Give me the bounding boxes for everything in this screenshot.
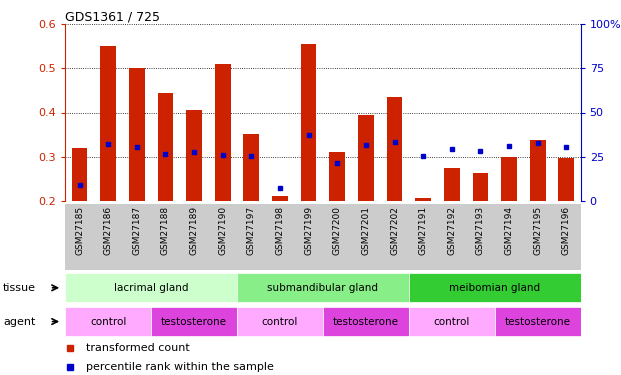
Text: testosterone: testosterone — [333, 316, 399, 327]
Text: GDS1361 / 725: GDS1361 / 725 — [65, 10, 160, 23]
Text: agent: agent — [3, 316, 35, 327]
Bar — [65, 273, 237, 302]
Bar — [387, 97, 402, 201]
Text: GSM27196: GSM27196 — [562, 206, 571, 255]
Bar — [215, 64, 230, 201]
Bar — [272, 196, 288, 201]
Text: lacrimal gland: lacrimal gland — [114, 283, 188, 293]
Bar — [151, 307, 237, 336]
Bar — [501, 157, 517, 201]
Bar — [323, 307, 409, 336]
Bar — [329, 152, 345, 201]
Bar — [65, 307, 151, 336]
Bar — [409, 273, 581, 302]
Text: GSM27198: GSM27198 — [276, 206, 284, 255]
Bar — [415, 198, 431, 201]
Bar — [65, 204, 581, 270]
Text: GSM27195: GSM27195 — [533, 206, 542, 255]
Text: tissue: tissue — [3, 283, 36, 293]
Bar — [71, 148, 88, 201]
Text: GSM27202: GSM27202 — [390, 206, 399, 255]
Text: control: control — [433, 316, 470, 327]
Bar — [237, 307, 323, 336]
Bar — [100, 46, 116, 201]
Text: control: control — [90, 316, 126, 327]
Bar — [530, 140, 546, 201]
Text: control: control — [262, 316, 298, 327]
Bar — [444, 168, 460, 201]
Text: GSM27199: GSM27199 — [304, 206, 313, 255]
Text: GSM27193: GSM27193 — [476, 206, 485, 255]
Bar — [129, 68, 145, 201]
Text: GSM27200: GSM27200 — [333, 206, 342, 255]
Text: GSM27189: GSM27189 — [189, 206, 199, 255]
Text: GSM27185: GSM27185 — [75, 206, 84, 255]
Text: GSM27201: GSM27201 — [361, 206, 370, 255]
Text: testosterone: testosterone — [505, 316, 571, 327]
Text: GSM27192: GSM27192 — [447, 206, 456, 255]
Bar — [473, 173, 488, 201]
Bar — [158, 93, 173, 201]
Text: GSM27197: GSM27197 — [247, 206, 256, 255]
Text: GSM27190: GSM27190 — [218, 206, 227, 255]
Text: transformed count: transformed count — [86, 343, 189, 353]
Bar — [558, 158, 574, 201]
Bar — [237, 273, 409, 302]
Bar — [243, 134, 259, 201]
Text: GSM27188: GSM27188 — [161, 206, 170, 255]
Bar — [186, 110, 202, 201]
Text: percentile rank within the sample: percentile rank within the sample — [86, 362, 274, 372]
Text: testosterone: testosterone — [161, 316, 227, 327]
Text: GSM27194: GSM27194 — [504, 206, 514, 255]
Bar — [409, 307, 495, 336]
Bar — [301, 44, 317, 201]
Text: GSM27187: GSM27187 — [132, 206, 142, 255]
Bar — [358, 115, 374, 201]
Text: submandibular gland: submandibular gland — [268, 283, 378, 293]
Bar — [495, 307, 581, 336]
Text: meibomian gland: meibomian gland — [449, 283, 540, 293]
Text: GSM27186: GSM27186 — [104, 206, 112, 255]
Text: GSM27191: GSM27191 — [419, 206, 428, 255]
